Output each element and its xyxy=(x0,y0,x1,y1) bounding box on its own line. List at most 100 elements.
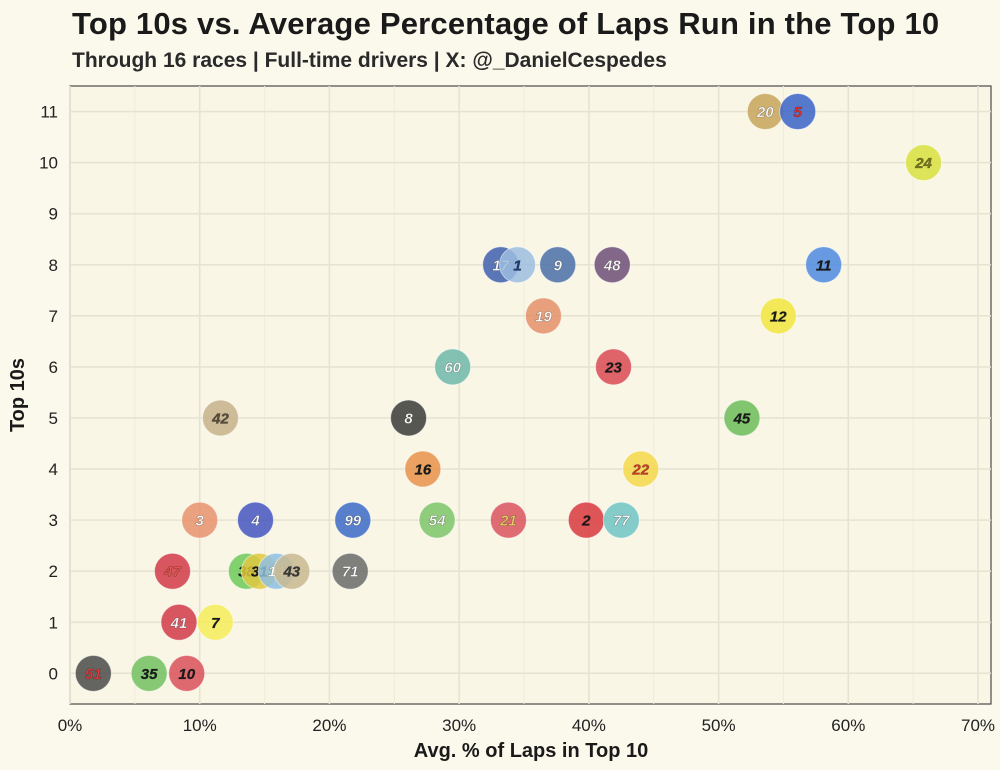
point-marker xyxy=(273,552,311,590)
data-point[interactable]: 9 xyxy=(539,246,577,284)
x-tick-label: 60% xyxy=(831,716,865,735)
point-label: 42 xyxy=(211,410,229,427)
point-marker xyxy=(196,603,234,641)
point-marker xyxy=(539,246,577,284)
point-marker xyxy=(236,501,274,539)
data-point[interactable]: 2 xyxy=(567,501,605,539)
grid-lines xyxy=(69,86,991,704)
point-marker xyxy=(723,399,761,437)
y-tick-label: 3 xyxy=(49,511,58,530)
y-tick-label: 1 xyxy=(49,613,58,632)
point-marker xyxy=(622,450,660,488)
point-label: 54 xyxy=(429,513,446,530)
point-marker xyxy=(499,246,537,284)
data-point[interactable]: 71 xyxy=(331,552,369,590)
y-tick-label: 9 xyxy=(49,205,58,224)
point-label: 60 xyxy=(444,359,461,376)
data-point[interactable]: 77 xyxy=(602,501,640,539)
x-tick-label: 30% xyxy=(442,716,476,735)
data-point[interactable]: 60 xyxy=(434,348,472,386)
point-label: 16 xyxy=(414,462,431,479)
point-marker xyxy=(759,297,797,335)
point-marker xyxy=(418,501,456,539)
y-tick-label: 2 xyxy=(49,562,58,581)
data-point[interactable]: 54 xyxy=(418,501,456,539)
point-marker xyxy=(489,501,527,539)
data-point[interactable]: 7 xyxy=(196,603,234,641)
point-label: 23 xyxy=(604,359,622,376)
point-label: 41 xyxy=(170,615,188,632)
point-marker xyxy=(334,501,372,539)
x-tick-label: 0% xyxy=(58,716,83,735)
chart-subtitle: Through 16 races | Full-time drivers | X… xyxy=(72,49,667,72)
data-point[interactable]: 99 xyxy=(334,501,372,539)
data-point[interactable]: 20 xyxy=(746,93,784,131)
data-point[interactable]: 3 xyxy=(181,501,219,539)
data-point[interactable]: 35 xyxy=(130,654,168,692)
data-point[interactable]: 4 xyxy=(236,501,274,539)
x-axis-label: Avg. % of Laps in Top 10 xyxy=(414,740,648,762)
y-axis-ticks: 0 1 2 3 4 5 6 7 8 9 10 11 xyxy=(39,103,58,684)
x-tick-label: 50% xyxy=(702,716,736,735)
point-label: 99 xyxy=(344,513,361,530)
point-marker xyxy=(390,399,428,437)
data-point[interactable]: 51 xyxy=(74,654,112,692)
point-label: 9 xyxy=(554,257,563,274)
point-label: 35 xyxy=(141,666,158,683)
point-label: 20 xyxy=(756,104,774,121)
y-tick-label: 0 xyxy=(49,664,58,683)
data-point[interactable]: 1 xyxy=(499,246,537,284)
data-point[interactable]: 8 xyxy=(390,399,428,437)
y-tick-label: 5 xyxy=(49,409,58,428)
x-tick-label: 70% xyxy=(961,716,995,735)
point-label: 1 xyxy=(513,257,521,274)
point-label: 12 xyxy=(770,308,787,325)
point-marker xyxy=(905,144,943,182)
x-tick-label: 20% xyxy=(312,716,346,735)
point-marker xyxy=(74,654,112,692)
y-tick-label: 4 xyxy=(49,460,58,479)
data-point[interactable]: 16 xyxy=(404,450,442,488)
point-label: 47 xyxy=(163,564,181,581)
data-point[interactable]: 21 xyxy=(489,501,527,539)
data-point[interactable]: 24 xyxy=(905,144,943,182)
point-marker xyxy=(595,348,633,386)
point-label: 10 xyxy=(178,666,195,683)
point-marker xyxy=(805,246,843,284)
point-label: 21 xyxy=(499,513,517,530)
point-marker xyxy=(168,654,206,692)
data-point[interactable]: 22 xyxy=(622,450,660,488)
x-axis-ticks: 0% 10% 20% 30% 40% 50% 60% 70% xyxy=(58,716,995,735)
point-label: 3 xyxy=(196,513,205,530)
data-point[interactable]: 43 xyxy=(273,552,311,590)
point-marker xyxy=(524,297,562,335)
data-point[interactable]: 45 xyxy=(723,399,761,437)
data-point[interactable]: 5 xyxy=(779,93,817,131)
y-tick-label: 8 xyxy=(49,256,58,275)
plot-area xyxy=(69,85,992,705)
point-label: 2 xyxy=(581,513,591,530)
point-marker xyxy=(130,654,168,692)
point-label: 43 xyxy=(282,564,300,581)
y-tick-label: 6 xyxy=(49,358,58,377)
point-marker xyxy=(593,246,631,284)
point-label: 22 xyxy=(631,462,649,479)
point-label: 24 xyxy=(914,155,932,172)
data-point[interactable]: 47 xyxy=(153,552,191,590)
data-point[interactable]: 10 xyxy=(168,654,206,692)
data-point[interactable]: 23 xyxy=(595,348,633,386)
data-point[interactable]: 19 xyxy=(524,297,562,335)
data-point[interactable]: 48 xyxy=(593,246,631,284)
data-point[interactable]: 42 xyxy=(201,399,239,437)
chart-title: Top 10s vs. Average Percentage of Laps R… xyxy=(72,6,940,41)
data-point[interactable]: 12 xyxy=(759,297,797,335)
point-label: 4 xyxy=(250,513,260,530)
point-label: 71 xyxy=(342,564,359,581)
y-axis-label: Top 10s xyxy=(7,358,29,432)
data-point[interactable]: 11 xyxy=(805,246,843,284)
y-tick-label: 10 xyxy=(39,154,58,173)
point-label: 5 xyxy=(794,104,803,121)
data-point[interactable]: 41 xyxy=(160,603,198,641)
point-marker xyxy=(779,93,817,131)
